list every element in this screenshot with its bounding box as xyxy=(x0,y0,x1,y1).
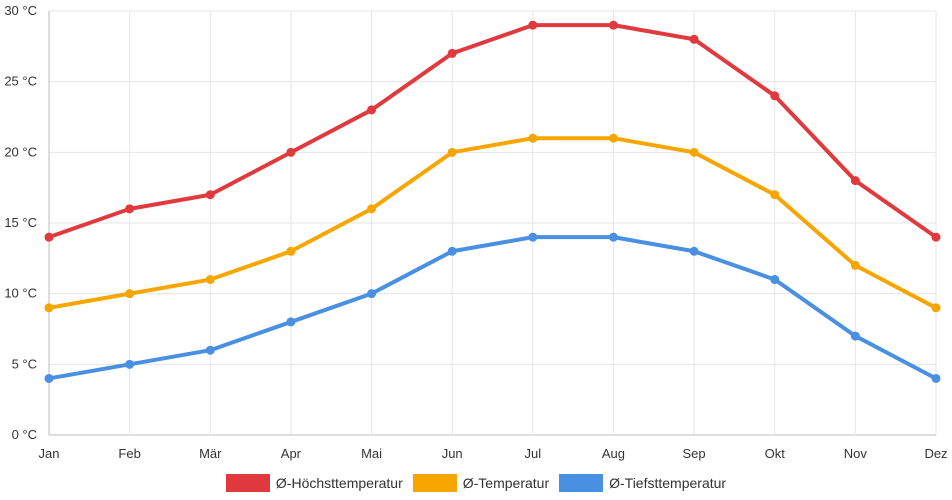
axes: 0 °C 5 °C 10 °C 15 °C 20 °C 25 °C 30 °C Jan Feb M… xyxy=(4,3,947,461)
data-point[interactable] xyxy=(528,133,538,143)
data-point[interactable] xyxy=(608,20,618,30)
data-point[interactable] xyxy=(44,373,54,383)
y-tick-label: 5 °C xyxy=(12,356,37,371)
data-point[interactable] xyxy=(286,147,296,157)
legend-item[interactable]: Ø-Temperatur xyxy=(412,474,550,492)
series-line xyxy=(47,235,938,381)
legend: Ø-Höchsttemperatur Ø-Temperatur Ø-Tiefstte… xyxy=(0,470,952,496)
data-point[interactable] xyxy=(205,275,215,285)
legend-swatch xyxy=(412,474,457,492)
legend-item[interactable]: Ø-Höchsttemperatur xyxy=(225,474,403,492)
y-tick-label: 25 °C xyxy=(4,74,37,89)
legend-label: Ø-Tiefsttemperatur xyxy=(609,475,727,491)
data-point[interactable] xyxy=(125,204,135,214)
data-point[interactable] xyxy=(689,246,699,256)
data-point[interactable] xyxy=(608,133,618,143)
legend-label: Ø-Temperatur xyxy=(462,475,550,491)
series-line xyxy=(47,136,938,310)
y-tick-label: 10 °C xyxy=(4,286,37,301)
x-tick-label: Jun xyxy=(442,446,463,461)
legend-swatch xyxy=(225,474,270,492)
data-point[interactable] xyxy=(286,246,296,256)
x-tick-label: Nov xyxy=(844,446,868,461)
data-point[interactable] xyxy=(367,204,377,214)
y-tick-label: 30 °C xyxy=(4,3,37,18)
y-tick-label: 20 °C xyxy=(4,144,37,159)
series-line xyxy=(47,23,938,240)
x-tick-label: Sep xyxy=(683,446,706,461)
y-tick-label: 0 °C xyxy=(12,427,37,442)
x-tick-label: Apr xyxy=(281,446,302,461)
data-point[interactable] xyxy=(528,20,538,30)
data-point[interactable] xyxy=(125,289,135,299)
x-tick-label: Aug xyxy=(602,446,625,461)
x-tick-label: Feb xyxy=(118,446,140,461)
data-point[interactable] xyxy=(44,232,54,242)
x-tick-label: Okt xyxy=(765,446,786,461)
data-point[interactable] xyxy=(44,303,54,313)
legend-item[interactable]: Ø-Tiefsttemperatur xyxy=(559,474,726,492)
data-point[interactable] xyxy=(205,190,215,200)
data-point[interactable] xyxy=(528,232,538,242)
data-point[interactable] xyxy=(931,373,941,383)
x-tick-label: Jan xyxy=(39,446,60,461)
data-point[interactable] xyxy=(286,317,296,327)
x-tick-label: Jul xyxy=(525,446,542,461)
grid xyxy=(48,10,937,436)
data-point[interactable] xyxy=(367,105,377,115)
legend-swatch xyxy=(559,474,604,492)
data-point[interactable] xyxy=(931,303,941,313)
data-point[interactable] xyxy=(367,289,377,299)
data-point[interactable] xyxy=(850,260,860,270)
data-point[interactable] xyxy=(125,359,135,369)
data-point[interactable] xyxy=(770,190,780,200)
data-point[interactable] xyxy=(447,147,457,157)
x-tick-label: Mär xyxy=(199,446,222,461)
data-point[interactable] xyxy=(447,48,457,58)
data-point[interactable] xyxy=(850,331,860,341)
data-point[interactable] xyxy=(689,34,699,44)
series xyxy=(44,20,941,383)
data-point[interactable] xyxy=(689,147,699,157)
data-point[interactable] xyxy=(205,345,215,355)
temperature-line-chart: 0 °C 5 °C 10 °C 15 °C 20 °C 25 °C 30 °C Jan Feb M… xyxy=(4,3,947,461)
data-point[interactable] xyxy=(770,91,780,101)
data-point[interactable] xyxy=(850,176,860,186)
data-point[interactable] xyxy=(447,246,457,256)
x-tick-label: Dez xyxy=(924,446,947,461)
data-point[interactable] xyxy=(770,275,780,285)
legend-label: Ø-Höchsttemperatur xyxy=(275,475,403,491)
data-point[interactable] xyxy=(931,232,941,242)
x-tick-label: Mai xyxy=(361,446,382,461)
data-point[interactable] xyxy=(608,232,618,242)
y-tick-label: 15 °C xyxy=(4,215,37,230)
